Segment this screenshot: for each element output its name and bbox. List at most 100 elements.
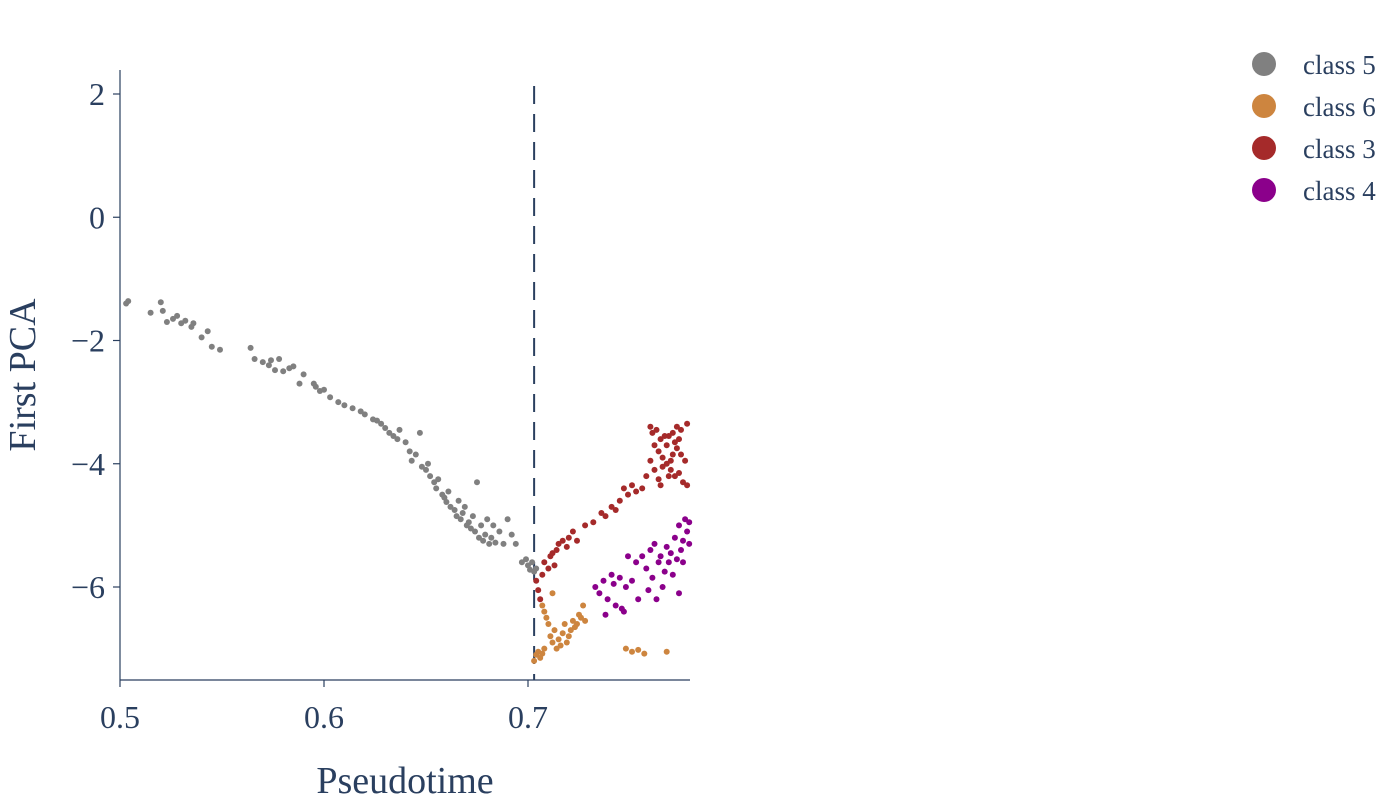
data-point: [416, 429, 423, 436]
data-point: [382, 425, 389, 431]
data-point: [649, 429, 656, 436]
data-point: [643, 565, 650, 572]
data-point: [549, 550, 556, 557]
data-point: [163, 319, 170, 325]
data-point: [559, 537, 566, 544]
data-point: [208, 343, 215, 350]
data-point: [582, 522, 589, 529]
data-point: [559, 630, 566, 637]
data-point: [533, 577, 540, 584]
data-point: [374, 417, 380, 424]
data-point: [557, 642, 564, 649]
data-point: [686, 519, 693, 526]
data-point: [676, 470, 682, 476]
data-point: [488, 534, 495, 541]
data-point: [484, 516, 491, 523]
legend-label: class 3: [1303, 134, 1376, 164]
data-point: [639, 485, 646, 492]
data-point: [555, 540, 562, 547]
data-point: [545, 621, 552, 627]
data-point: [159, 307, 166, 314]
data-point: [602, 513, 609, 520]
data-point: [629, 482, 635, 489]
data-point: [147, 309, 154, 316]
y-tick-label: −6: [71, 569, 105, 605]
data-point: [533, 565, 540, 572]
data-point: [625, 491, 631, 498]
data-point: [680, 559, 686, 566]
data-point: [680, 479, 686, 486]
data-point: [565, 534, 572, 541]
data-point: [543, 614, 550, 621]
data-point: [676, 522, 682, 529]
legend-marker: [1252, 94, 1276, 118]
data-point: [612, 602, 619, 609]
data-point: [465, 519, 472, 526]
data-point: [676, 590, 682, 597]
data-point: [633, 559, 640, 566]
data-point: [665, 473, 672, 480]
data-point: [669, 571, 676, 578]
data-point: [682, 457, 689, 464]
data-point: [549, 590, 556, 597]
data-point: [657, 553, 664, 560]
data-point: [265, 362, 272, 369]
data-point: [663, 648, 670, 655]
x-axis-title: Pseudotime: [316, 760, 493, 800]
data-point: [537, 596, 544, 603]
data-point: [541, 645, 548, 652]
x-tick-label: 0.7: [508, 699, 548, 735]
data-point: [500, 540, 507, 547]
data-point: [408, 457, 415, 464]
legend-marker: [1252, 136, 1276, 160]
data-point: [671, 439, 678, 446]
data-point: [272, 367, 278, 374]
data-point: [655, 476, 662, 483]
data-point: [598, 510, 605, 516]
data-point: [653, 596, 660, 603]
data-point: [647, 423, 654, 430]
data-point: [622, 584, 629, 590]
data-point: [610, 580, 617, 587]
data-point: [170, 315, 176, 322]
data-point: [508, 531, 515, 538]
data-point: [669, 451, 676, 458]
legend-label: class 5: [1303, 50, 1376, 80]
data-point: [665, 433, 672, 439]
data-point: [406, 448, 413, 455]
data-point: [659, 463, 666, 470]
data-point: [561, 621, 568, 627]
data-point: [518, 559, 525, 566]
data-point: [657, 436, 664, 443]
data-point: [684, 420, 691, 427]
data-point: [671, 473, 678, 480]
data-point: [657, 482, 664, 489]
data-point: [259, 359, 266, 366]
x-tick-label: 0.6: [304, 699, 344, 735]
data-point: [680, 537, 686, 544]
data-point: [673, 445, 680, 452]
data-point: [684, 482, 691, 489]
data-point: [492, 539, 499, 546]
data-point: [290, 363, 297, 370]
data-point: [625, 553, 631, 560]
data-point: [412, 451, 419, 458]
data-point: [653, 426, 660, 433]
data-point: [455, 497, 462, 504]
data-point: [643, 473, 650, 480]
data-point: [247, 344, 254, 351]
data-point: [531, 657, 538, 664]
data-point: [423, 466, 429, 473]
data-point: [539, 650, 546, 657]
data-point: [551, 627, 558, 634]
data-point: [378, 420, 385, 427]
data-point: [541, 608, 548, 615]
data-point: [563, 639, 570, 646]
y-tick-label: 0: [89, 199, 105, 235]
data-point: [539, 602, 546, 609]
data-point: [592, 584, 599, 590]
data-point: [545, 565, 552, 572]
data-point: [633, 488, 640, 495]
data-point: [567, 627, 574, 634]
data-point: [472, 528, 478, 535]
